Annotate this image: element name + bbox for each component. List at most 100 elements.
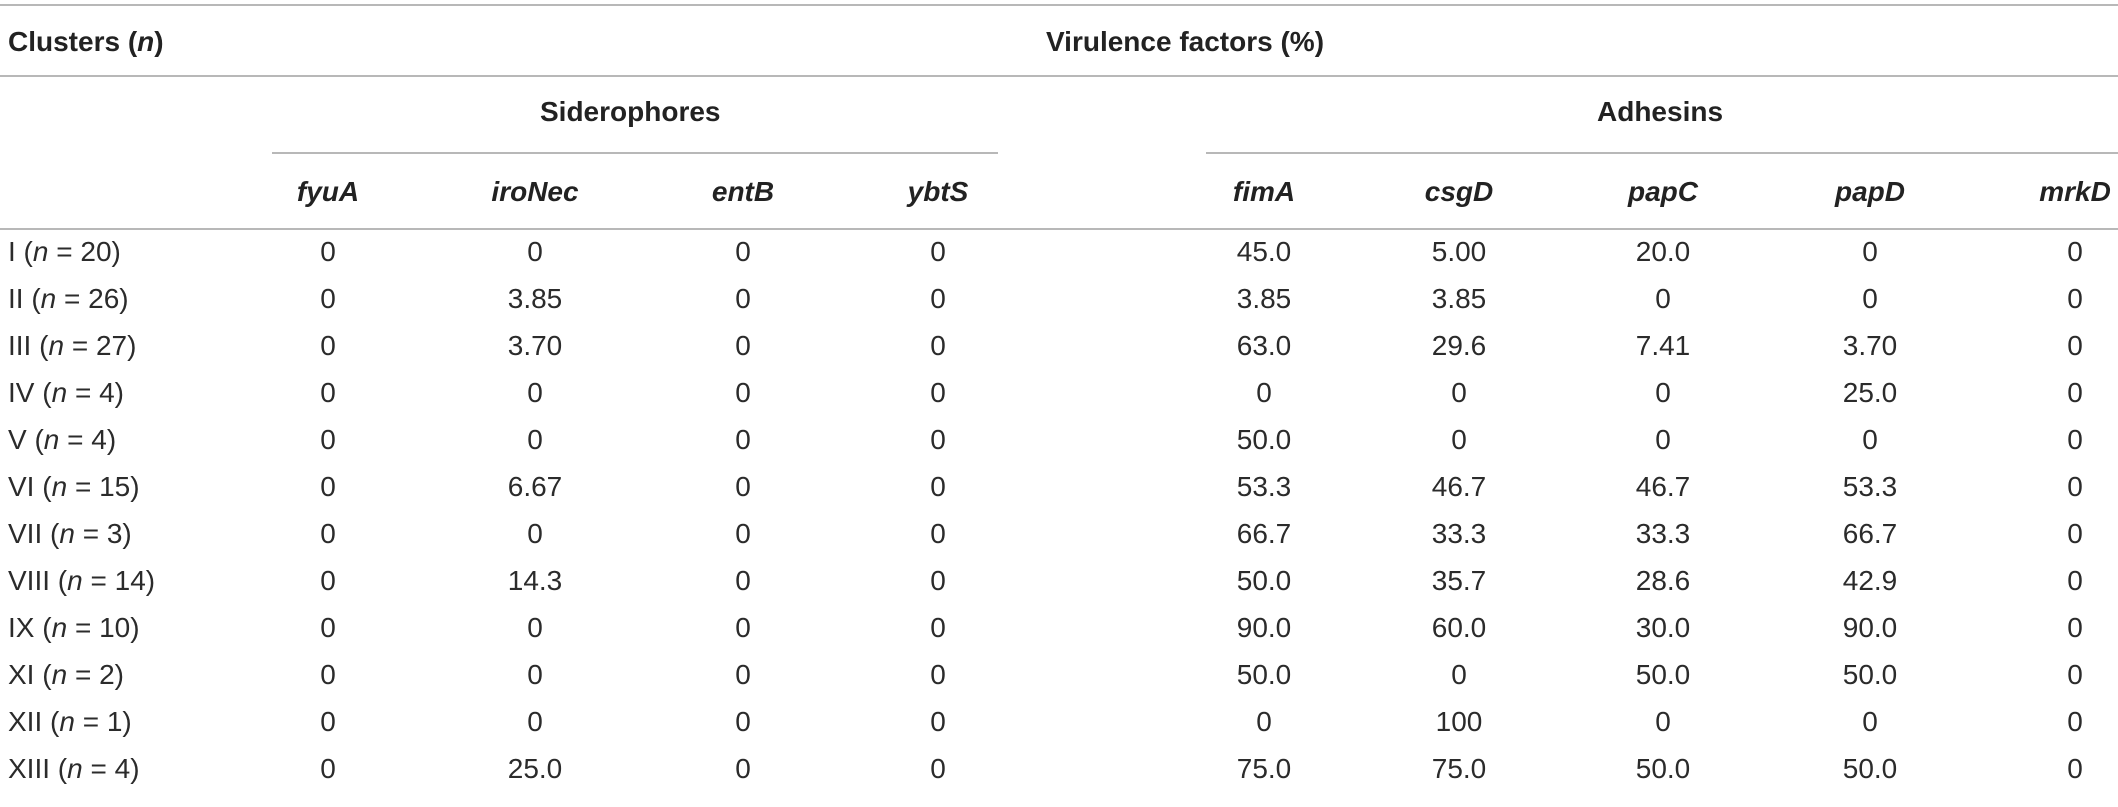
group-header-siderophores: Siderophores (540, 96, 721, 127)
table-cell: 0 (320, 753, 336, 784)
table-cell: 0 (527, 518, 543, 549)
table-cell: 0 (320, 471, 336, 502)
table-cell: 0 (930, 377, 946, 408)
table-cell: 75.0 (1431, 753, 1487, 784)
table-cell: 3.70 (1842, 330, 1898, 361)
row-label: XI (n = 2) (8, 659, 124, 690)
table-cell: 50.0 (1842, 659, 1898, 690)
table-cell: 0 (320, 518, 336, 549)
column-header-csgd: csgD (1424, 176, 1494, 207)
table-cell: 0 (2067, 753, 2083, 784)
table-cell: 45.0 (1236, 236, 1292, 267)
table-cell: 0 (930, 283, 946, 314)
table-cell: 7.41 (1635, 330, 1691, 361)
table-cell: 0 (735, 377, 751, 408)
table-cell: 0 (930, 330, 946, 361)
table-cell: 46.7 (1635, 471, 1691, 502)
table-cell: 0 (1451, 377, 1467, 408)
row-label: IX (n = 10) (8, 612, 140, 643)
table-cell: 0 (2067, 518, 2083, 549)
table-cell: 3.85 (1431, 283, 1487, 314)
header-rule (0, 75, 2118, 77)
adhesins-rule (1206, 152, 2118, 154)
table-cell: 53.3 (1236, 471, 1292, 502)
column-header-rule (0, 228, 2118, 230)
table-cell: 50.0 (1635, 659, 1691, 690)
column-header-entb: entB (711, 176, 775, 207)
table-cell: 0 (930, 612, 946, 643)
column-header-ybts: ybtS (907, 176, 969, 207)
table-cell: 90.0 (1842, 612, 1898, 643)
row-label: I (n = 20) (8, 236, 121, 267)
table-cell: 5.00 (1431, 236, 1487, 267)
table-cell: 66.7 (1236, 518, 1292, 549)
table-cell: 0 (2067, 424, 2083, 455)
table-cell: 0 (320, 706, 336, 737)
row-label: VI (n = 15) (8, 471, 140, 502)
column-header-fyua: fyuA (296, 176, 360, 207)
table-cell: 0 (527, 659, 543, 690)
table-cell: 0 (2067, 706, 2083, 737)
table-cell: 0 (527, 424, 543, 455)
table-cell: 75.0 (1236, 753, 1292, 784)
column-header-mrkd: mrkD (2039, 176, 2111, 207)
table-cell: 0 (2067, 330, 2083, 361)
table-cell: 0 (2067, 612, 2083, 643)
table-cell: 0 (1256, 706, 1272, 737)
group-header-adhesins: Adhesins (1597, 96, 1724, 127)
table-cell: 90.0 (1236, 612, 1292, 643)
table-cell: 0 (735, 424, 751, 455)
table-cell: 50.0 (1236, 565, 1292, 596)
table-cell: 0 (1655, 424, 1671, 455)
table-cell: 0 (930, 706, 946, 737)
table-cell: 0 (320, 659, 336, 690)
row-label: V (n = 4) (8, 424, 117, 455)
table-cell: 53.3 (1842, 471, 1898, 502)
table-cell: 0 (735, 471, 751, 502)
table-cell: 0 (735, 706, 751, 737)
table-cell: 42.9 (1842, 565, 1898, 596)
row-label: II (n = 26) (8, 283, 129, 314)
table-cell: 33.3 (1635, 518, 1691, 549)
table-cell: 0 (735, 518, 751, 549)
table-cell: 0 (2067, 377, 2083, 408)
table-cell: 0 (930, 236, 946, 267)
table-cell: 29.6 (1431, 330, 1487, 361)
table-cell: 0 (930, 659, 946, 690)
table-cell: 0 (735, 565, 751, 596)
table-cell: 0 (320, 565, 336, 596)
table-cell: 0 (2067, 565, 2083, 596)
row-label: III (n = 27) (8, 330, 137, 361)
row-label: XII (n = 1) (8, 706, 132, 737)
table-cell: 0 (930, 424, 946, 455)
table-cell: 0 (320, 612, 336, 643)
table-cell: 0 (2067, 283, 2083, 314)
table-cell: 0 (1862, 283, 1878, 314)
table-cell: 0 (1862, 236, 1878, 267)
table-cell: 0 (320, 283, 336, 314)
table-cell: 100 (1435, 706, 1483, 737)
table-cell: 25.0 (507, 753, 563, 784)
table-cell: 0 (1655, 706, 1671, 737)
table-cell: 0 (2067, 659, 2083, 690)
table-cell: 0 (527, 377, 543, 408)
table-cell: 0 (2067, 236, 2083, 267)
table-cell: 66.7 (1842, 518, 1898, 549)
row-label: XIII (n = 4) (8, 753, 140, 784)
table-cell: 0 (930, 753, 946, 784)
table-cell: 28.6 (1635, 565, 1691, 596)
table-cell: 0 (735, 659, 751, 690)
table-cell: 0 (735, 612, 751, 643)
table-cell: 35.7 (1431, 565, 1487, 596)
table-cell: 0 (527, 612, 543, 643)
table-cell: 50.0 (1842, 753, 1898, 784)
table-cell: 0 (1655, 283, 1671, 314)
row-label: VII (n = 3) (8, 518, 132, 549)
table-cell: 0 (930, 471, 946, 502)
table-cell: 0 (930, 565, 946, 596)
table-cell: 0 (1655, 377, 1671, 408)
table-cell: 0 (527, 706, 543, 737)
column-header-fima: fimA (1232, 176, 1296, 207)
table-cell: 33.3 (1431, 518, 1487, 549)
table-cell: 3.85 (507, 283, 563, 314)
